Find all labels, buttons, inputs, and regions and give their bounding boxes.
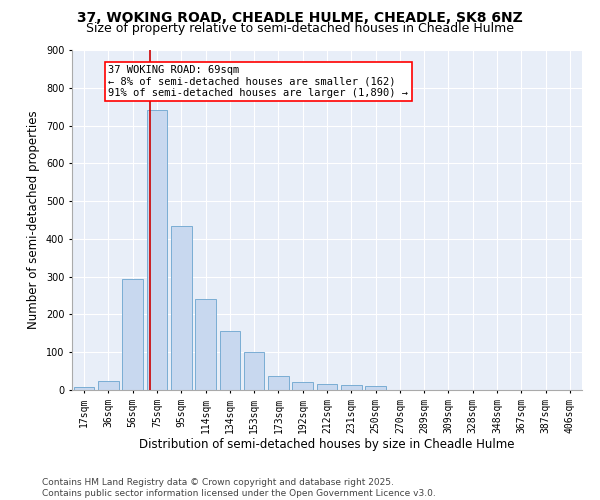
Bar	[292, 382, 313, 390]
Bar	[244, 352, 265, 390]
Y-axis label: Number of semi-detached properties: Number of semi-detached properties	[28, 110, 40, 330]
X-axis label: Distribution of semi-detached houses by size in Cheadle Hulme: Distribution of semi-detached houses by …	[139, 438, 515, 452]
Text: Size of property relative to semi-detached houses in Cheadle Hulme: Size of property relative to semi-detach…	[86, 22, 514, 35]
Text: 37 WOKING ROAD: 69sqm
← 8% of semi-detached houses are smaller (162)
91% of semi: 37 WOKING ROAD: 69sqm ← 8% of semi-detac…	[109, 65, 409, 98]
Bar	[146, 110, 167, 390]
Bar	[171, 226, 191, 390]
Bar	[268, 376, 289, 390]
Text: Contains HM Land Registry data © Crown copyright and database right 2025.
Contai: Contains HM Land Registry data © Crown c…	[42, 478, 436, 498]
Bar	[74, 387, 94, 390]
Bar	[365, 386, 386, 390]
Bar	[220, 332, 240, 390]
Bar	[341, 386, 362, 390]
Bar	[195, 300, 216, 390]
Bar	[317, 384, 337, 390]
Bar	[98, 380, 119, 390]
Text: 37, WOKING ROAD, CHEADLE HULME, CHEADLE, SK8 6NZ: 37, WOKING ROAD, CHEADLE HULME, CHEADLE,…	[77, 11, 523, 25]
Bar	[122, 278, 143, 390]
